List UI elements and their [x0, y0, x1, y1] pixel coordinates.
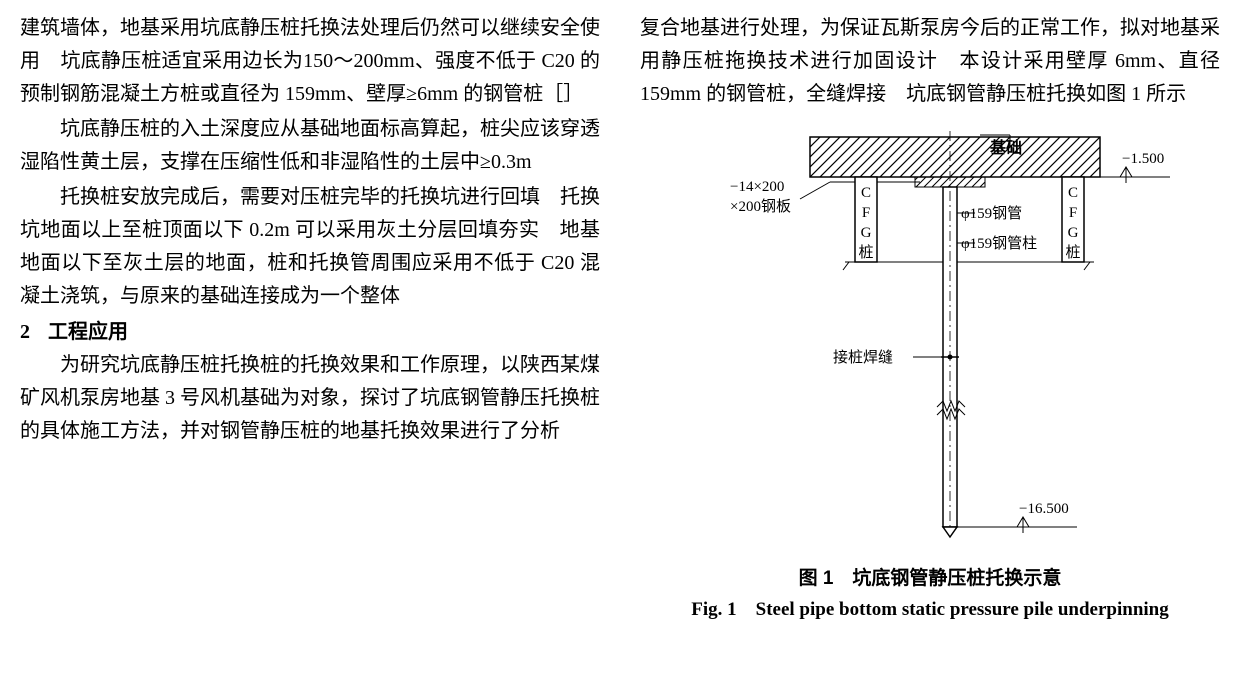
- svg-text:G: G: [861, 225, 872, 241]
- svg-text:G: G: [1068, 225, 1079, 241]
- svg-text:−16.500: −16.500: [1019, 501, 1069, 517]
- para-4: 为研究坑底静压桩托换桩的托换效果和工作原理，以陕西某煤矿风机泵房地基 3 号风机…: [20, 349, 600, 448]
- para-right-1: 复合地基进行处理，为保证瓦斯泵房今后的正常工作，拟对地基采用静压桩拖换技术进行加…: [640, 12, 1220, 111]
- figure-diagram: 基础−1.500−14×200×200钢板CFG桩CFG桩φ159钢管φ159钢…: [690, 117, 1170, 557]
- svg-text:φ159钢管柱: φ159钢管柱: [961, 235, 1037, 252]
- figure-caption-cn: 图 1 坑底钢管静压桩托换示意: [640, 563, 1220, 590]
- svg-text:基础: 基础: [989, 138, 1022, 157]
- figure-caption-en: Fig. 1 Steel pipe bottom static pressure…: [640, 594, 1220, 621]
- svg-text:F: F: [1069, 205, 1077, 221]
- svg-text:C: C: [1068, 185, 1078, 201]
- para-1: 建筑墙体，地基采用坑底静压桩托换法处理后仍然可以继续安全使用 坑底静压桩适宜采用…: [20, 12, 600, 111]
- left-column: 建筑墙体，地基采用坑底静压桩托换法处理后仍然可以继续安全使用 坑底静压桩适宜采用…: [20, 12, 600, 672]
- svg-text:桩: 桩: [1065, 244, 1080, 261]
- svg-text:接桩焊缝: 接桩焊缝: [833, 349, 893, 366]
- right-column: 复合地基进行处理，为保证瓦斯泵房今后的正常工作，拟对地基采用静压桩拖换技术进行加…: [640, 12, 1220, 672]
- section-number: 2: [20, 315, 48, 349]
- svg-text:−1.500: −1.500: [1122, 151, 1164, 167]
- svg-text:×200钢板: ×200钢板: [730, 197, 791, 215]
- svg-text:φ159钢管: φ159钢管: [961, 205, 1022, 222]
- section-title: 工程应用: [48, 321, 128, 343]
- svg-text:C: C: [861, 185, 871, 201]
- figure-1: 基础−1.500−14×200×200钢板CFG桩CFG桩φ159钢管φ159钢…: [640, 117, 1220, 621]
- para-3: 托换桩安放完成后，需要对压桩完毕的托换坑进行回填 托换坑地面以上至桩顶面以下 0…: [20, 181, 600, 313]
- para-2: 坑底静压桩的入土深度应从基础地面标高算起，桩尖应该穿透湿陷性黄土层，支撑在压缩性…: [20, 113, 600, 179]
- svg-text:桩: 桩: [858, 244, 873, 261]
- svg-text:−14×200: −14×200: [730, 179, 784, 195]
- svg-text:F: F: [862, 205, 870, 221]
- section-heading: 2工程应用: [20, 315, 600, 349]
